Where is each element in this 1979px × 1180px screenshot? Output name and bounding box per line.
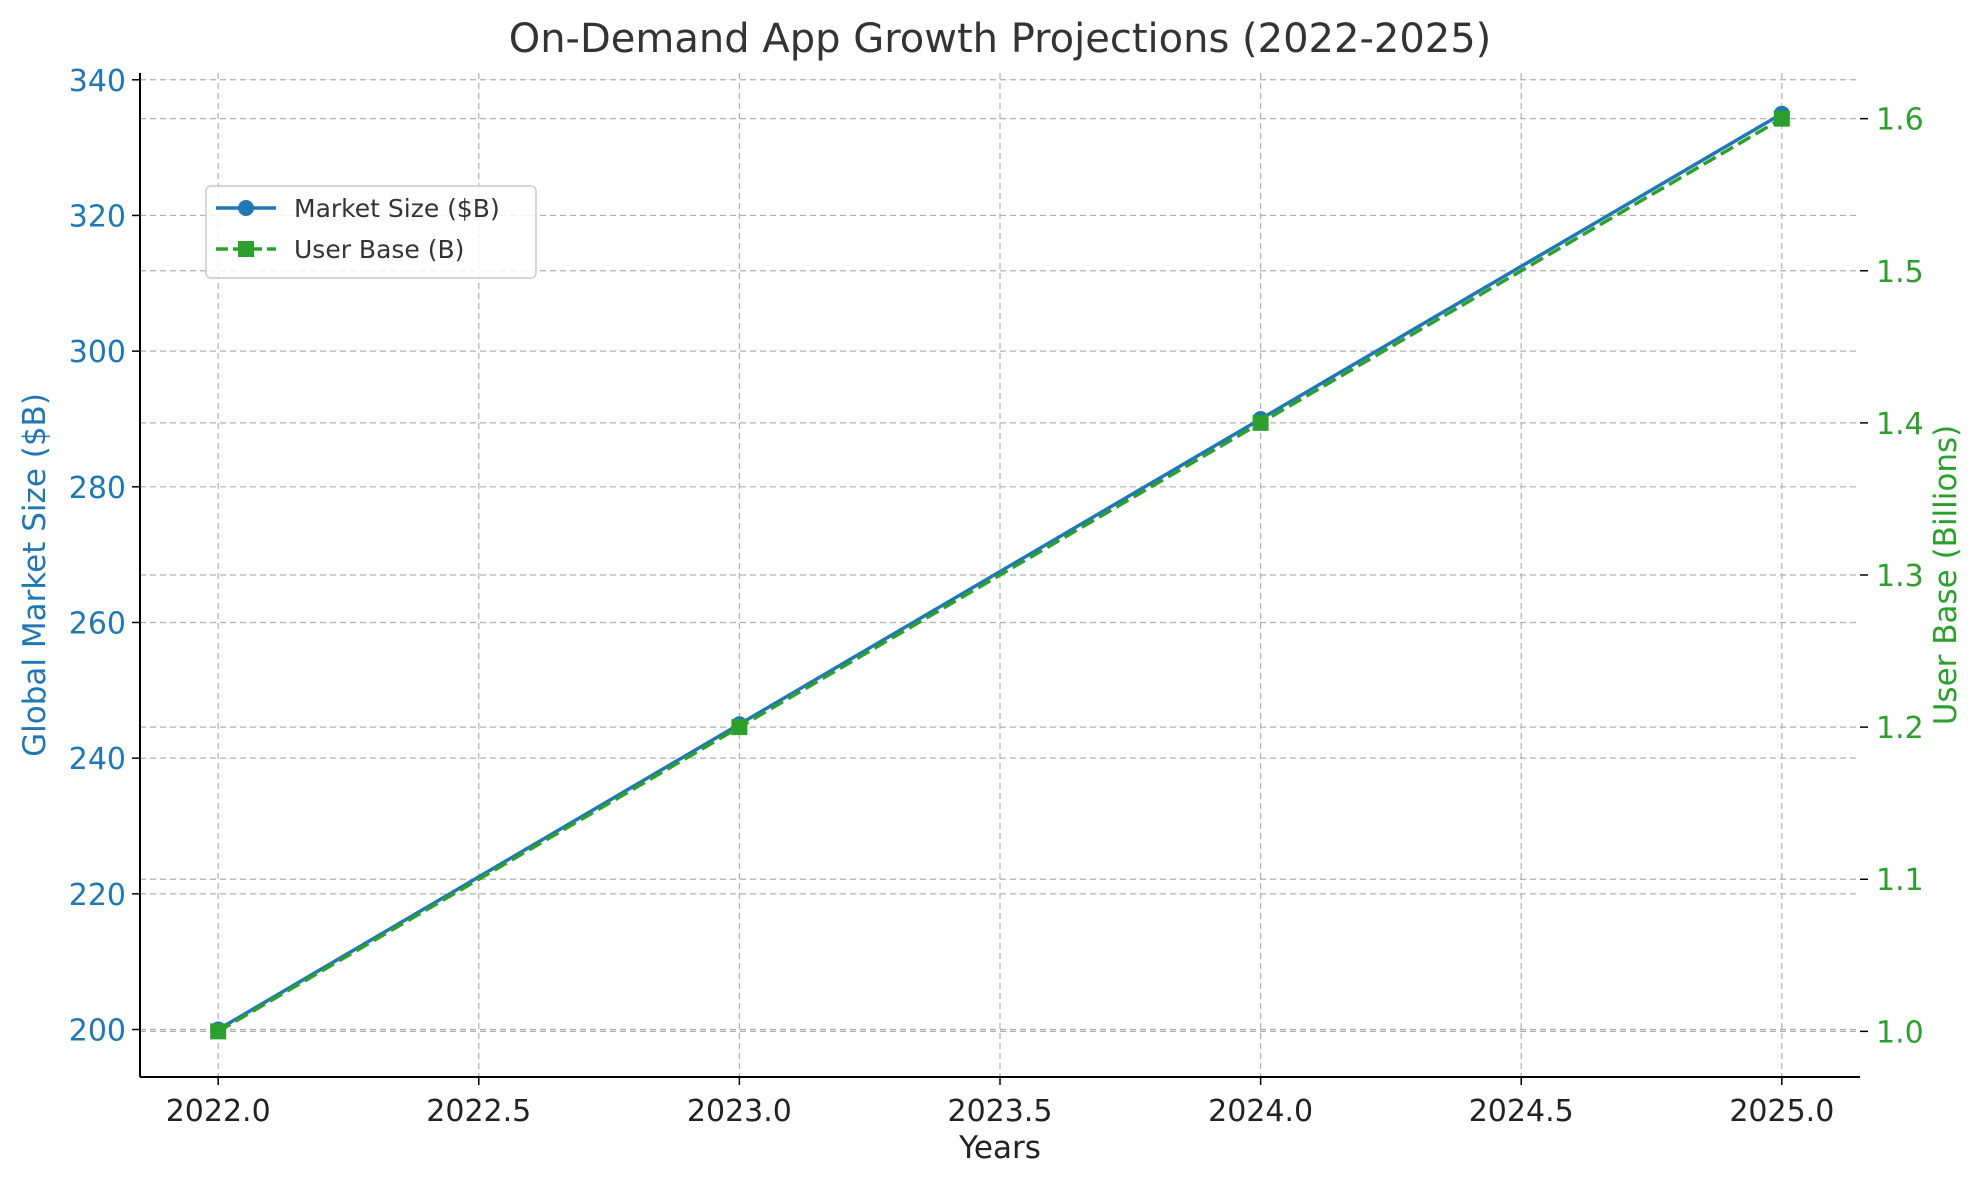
series-1-point-2 xyxy=(1252,414,1269,431)
legend: Market Size ($B) User Base (B) xyxy=(205,185,537,279)
y-axis-right-label: User Base (Billions) xyxy=(1928,425,1964,726)
ticks: 2022.0 2022.5 2023.0 2023.5 2024.0 2024.5 2025… xyxy=(69,64,1924,1129)
y-right-tick-label-4: 1.4 xyxy=(1876,407,1924,442)
y-left-tick-label-0: 200 xyxy=(69,1014,126,1049)
y-right-tick-label-2: 1.2 xyxy=(1876,711,1924,746)
y-left-tick-label-4: 280 xyxy=(69,471,126,506)
chart-title: On-Demand App Growth Projections (2022-2… xyxy=(509,16,1492,62)
y-right-tick-label-1: 1.1 xyxy=(1876,863,1924,898)
x-tick-label-5: 2024.5 xyxy=(1469,1094,1574,1129)
y-left-tick-label-1: 220 xyxy=(69,878,126,913)
x-axis-label: Years xyxy=(958,1130,1041,1166)
legend-label-1: User Base (B) xyxy=(294,235,464,264)
series xyxy=(210,105,1790,1040)
legend-marker-0 xyxy=(238,200,254,216)
series-1-point-1 xyxy=(731,719,748,736)
x-tick-label-6: 2025.0 xyxy=(1729,1094,1834,1129)
y-right-tick-label-6: 1.6 xyxy=(1876,103,1924,138)
y-axis-left-label: Global Market Size ($B) xyxy=(17,393,53,757)
y-right-tick-label-3: 1.3 xyxy=(1876,559,1924,594)
legend-marker-1 xyxy=(238,241,254,257)
y-left-tick-label-3: 260 xyxy=(69,606,126,641)
series-line-1 xyxy=(217,117,1783,1033)
x-tick-label-0: 2022.0 xyxy=(166,1094,271,1129)
series-1-point-3 xyxy=(1773,110,1790,127)
x-tick-label-4: 2024.0 xyxy=(1208,1094,1313,1129)
x-tick-label-3: 2023.5 xyxy=(948,1094,1053,1129)
x-tick-label-2: 2023.0 xyxy=(687,1094,792,1129)
y-left-tick-label-5: 300 xyxy=(69,335,126,370)
y-right-tick-label-0: 1.0 xyxy=(1876,1015,1924,1050)
y-left-tick-label-2: 240 xyxy=(69,742,126,777)
series-line-0 xyxy=(217,112,1783,1032)
y-left-tick-label-7: 340 xyxy=(69,64,126,99)
y-right-tick-label-5: 1.5 xyxy=(1876,255,1924,290)
series-1-point-0 xyxy=(210,1023,227,1040)
legend-box xyxy=(205,185,537,279)
legend-label-0: Market Size ($B) xyxy=(294,194,500,223)
x-tick-label-1: 2022.5 xyxy=(426,1094,531,1129)
y-left-tick-label-6: 320 xyxy=(69,199,126,234)
